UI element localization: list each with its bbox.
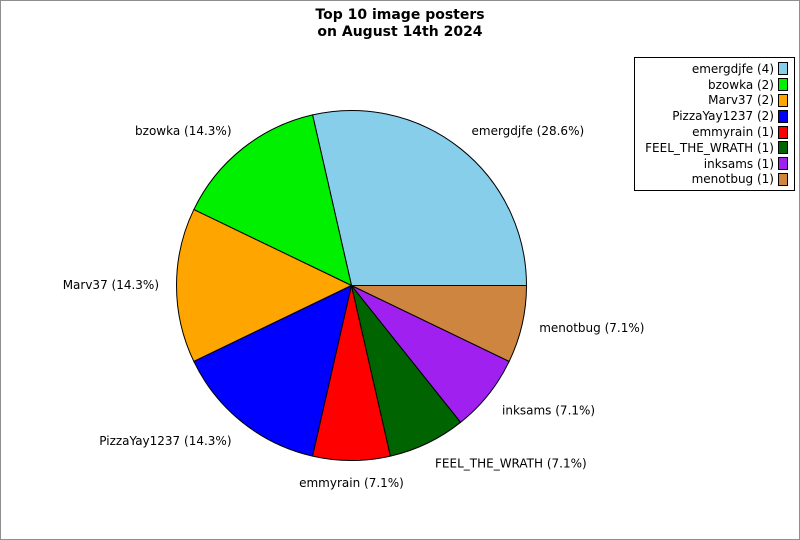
legend-swatch: [778, 93, 788, 107]
legend-label: bzowka (2): [708, 77, 774, 92]
legend-label: inksams (1): [703, 156, 774, 171]
legend-label: Marv37 (2): [708, 93, 774, 108]
chart-title-line1: Top 10 image posters: [315, 7, 485, 23]
slice-label-PizzaYay1237: PizzaYay1237 (14.3%): [99, 434, 231, 448]
legend-swatch: [778, 109, 788, 123]
legend-label: emergdjfe (4): [691, 61, 774, 76]
pie-slice-Marv37: [176, 209, 352, 362]
legend-item-emergdjfe: emergdjfe (4): [645, 61, 788, 77]
slice-label-bzowka: bzowka (14.3%): [135, 124, 231, 138]
legend-label: FEEL_THE_WRATH (1): [645, 140, 774, 155]
slice-label-inksams: inksams (7.1%): [502, 403, 595, 417]
legend-swatch: [778, 62, 788, 76]
pie-slice-bzowka: [193, 114, 352, 286]
legend-item-menotbug: menotbug (1): [645, 172, 788, 188]
legend-item-Marv37: Marv37 (2): [645, 93, 788, 109]
legend: emergdjfe (4) bzowka (2) Marv37 (2) PizzaYa…: [634, 57, 795, 192]
slice-label-Marv37: Marv37 (14.3%): [63, 278, 159, 292]
legend-swatch: [778, 157, 788, 171]
legend-swatch: [778, 125, 788, 139]
slice-label-FEEL_THE_WRATH: FEEL_THE_WRATH (7.1%): [435, 457, 587, 471]
pie-slice-emergdjfe: [312, 110, 527, 286]
legend-label: emmyrain (1): [692, 125, 774, 140]
legend-swatch: [778, 78, 788, 92]
legend-item-emmyrain: emmyrain (1): [645, 124, 788, 140]
legend-swatch: [778, 172, 788, 186]
slice-label-emmyrain: emmyrain (7.1%): [299, 476, 404, 490]
legend-swatch: [778, 141, 788, 155]
pie-slice-PizzaYay1237: [193, 285, 352, 457]
legend-item-inksams: inksams (1): [645, 156, 788, 172]
chart-title: Top 10 image posters on August 14th 2024: [1, 7, 799, 41]
slice-label-menotbug: menotbug (7.1%): [539, 321, 644, 335]
chart-title-line2: on August 14th 2024: [317, 24, 483, 40]
legend-item-bzowka: bzowka (2): [645, 77, 788, 93]
legend-label: menotbug (1): [691, 172, 774, 187]
legend-item-PizzaYay1237: PizzaYay1237 (2): [645, 108, 788, 124]
slice-label-emergdjfe: emergdjfe (28.6%): [472, 124, 585, 138]
pie-slice-menotbug: [351, 285, 527, 362]
legend-item-FEEL_THE_WRATH: FEEL_THE_WRATH (1): [645, 140, 788, 156]
legend-label: PizzaYay1237 (2): [672, 109, 774, 124]
